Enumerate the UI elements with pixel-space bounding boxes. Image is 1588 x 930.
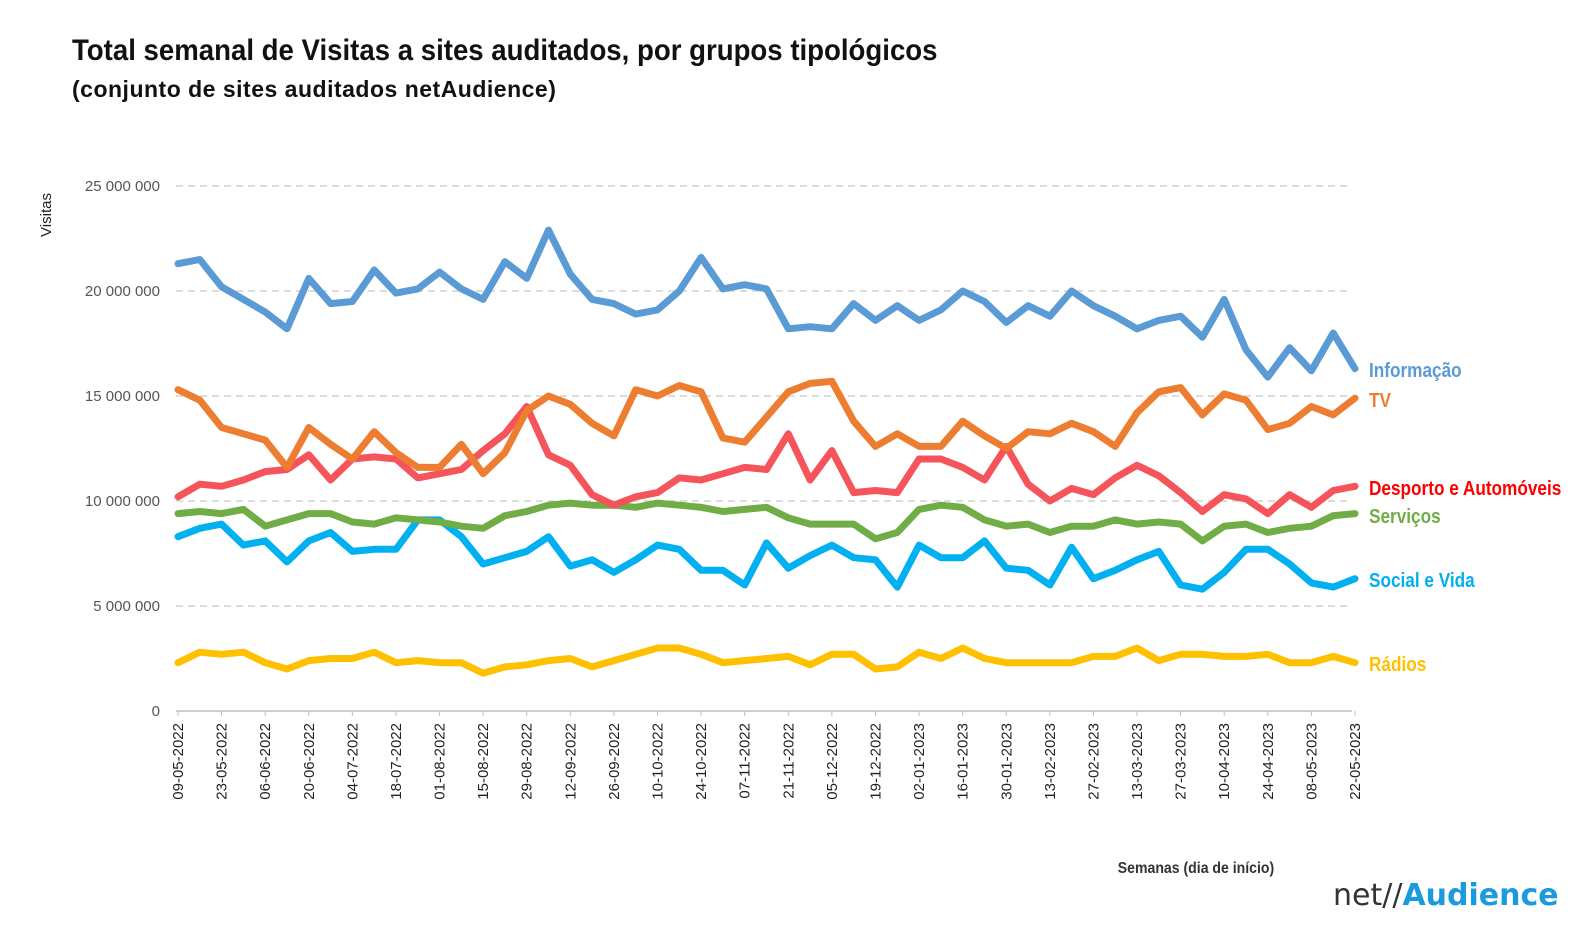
x-tick-label: 24-10-2022 (693, 723, 710, 800)
x-tick-label: 13-03-2023 (1129, 723, 1146, 800)
y-tick-label: 25 000 000 (85, 178, 160, 195)
x-tick-label: 26-09-2022 (606, 723, 623, 800)
x-tick-label: 05-12-2022 (824, 723, 841, 800)
series-label: Informação (1369, 359, 1462, 382)
series-line-r-dios (174, 644, 1359, 677)
y-tick-label: 10 000 000 (85, 493, 160, 510)
x-tick-label: 21-11-2022 (780, 723, 797, 799)
x-tick-label: 23-05-2022 (214, 723, 231, 800)
series-label: Social e Vida (1369, 569, 1475, 592)
netaudience-logo: net//Audience (1333, 878, 1559, 913)
series-line-servi-os (174, 499, 1359, 545)
x-tick-label: 08-05-2023 (1303, 723, 1320, 800)
x-tick-label: 30-01-2023 (998, 723, 1015, 800)
chart-title: Total semanal de Visitas a sites auditad… (72, 34, 938, 67)
y-tick-labels: 0 5 000 000 10 000 000 15 000 000 20 000 000… (85, 178, 160, 720)
y-tick-label: 5 000 000 (93, 598, 160, 615)
x-tick-label: 20-06-2022 (301, 723, 318, 800)
x-tick-label: 02-01-2023 (911, 723, 928, 800)
series-label: TV (1369, 389, 1391, 412)
series-line-social-e-vida (174, 516, 1359, 593)
x-tick-label: 16-01-2023 (955, 723, 972, 800)
series-line-informa-o (174, 226, 1359, 381)
x-tick-label: 09-05-2022 (170, 723, 187, 800)
x-tick-label: 29-08-2022 (519, 723, 536, 800)
y-tick-label: 15 000 000 (85, 388, 160, 405)
x-tick-label: 13-02-2023 (1042, 723, 1059, 800)
x-tick-label: 07-11-2022 (737, 723, 754, 799)
chart-subtitle: (conjunto de sites auditados netAudience… (72, 76, 557, 102)
x-tick-label: 15-08-2022 (475, 723, 492, 800)
x-tick-label: 06-06-2022 (257, 723, 274, 800)
x-tick-label: 01-08-2022 (432, 723, 449, 800)
x-tick-label: 04-07-2022 (344, 723, 361, 800)
y-tick-label: 0 (152, 703, 160, 720)
x-tick-label: 18-07-2022 (388, 723, 405, 800)
series-line-desporto-e-autom-veis (174, 403, 1359, 518)
y-tick-label: 20 000 000 (85, 283, 160, 300)
grid-lines (176, 185, 1352, 712)
x-tick-label: 12-09-2022 (562, 723, 579, 800)
x-tick-label: 27-02-2023 (1085, 723, 1102, 800)
series-labels: Informação TV Desporto e Automóveis Serviço… (1369, 359, 1561, 676)
series-label: Serviços (1369, 505, 1441, 528)
x-tick-label: 19-12-2022 (867, 723, 884, 800)
x-tick-label: 22-05-2023 (1347, 723, 1364, 800)
x-tick-labels: 09-05-2022 23-05-2022 06-06-2022 20-06-2022… (170, 711, 1364, 800)
series-label: Rádios (1369, 653, 1426, 676)
series-label: Desporto e Automóveis (1369, 477, 1561, 500)
series-lines (174, 226, 1359, 677)
x-tick-label: 10-10-2022 (650, 723, 667, 800)
series-line-tv (174, 377, 1359, 478)
x-tick-label: 10-04-2023 (1216, 723, 1233, 800)
x-tick-label: 27-03-2023 (1173, 723, 1190, 800)
x-tick-label: 24-04-2023 (1260, 723, 1277, 800)
x-axis-label: Semanas (dia de início) (1118, 859, 1274, 877)
y-axis-label: Visitas (38, 193, 55, 237)
